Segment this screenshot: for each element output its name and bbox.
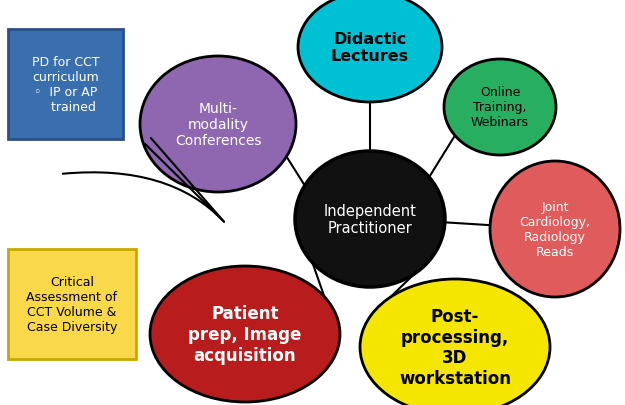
Text: Independent
Practitioner: Independent Practitioner bbox=[324, 203, 416, 236]
FancyBboxPatch shape bbox=[8, 30, 123, 140]
Ellipse shape bbox=[150, 266, 340, 402]
Text: Post-
processing,
3D
workstation: Post- processing, 3D workstation bbox=[399, 307, 511, 387]
Text: Didactic
Lectures: Didactic Lectures bbox=[331, 32, 409, 64]
Ellipse shape bbox=[360, 279, 550, 405]
Text: Joint
Cardiology,
Radiology
Reads: Joint Cardiology, Radiology Reads bbox=[519, 200, 591, 258]
Text: Multi-
modality
Conferences: Multi- modality Conferences bbox=[175, 102, 261, 148]
Ellipse shape bbox=[490, 162, 620, 297]
Ellipse shape bbox=[140, 57, 296, 192]
Ellipse shape bbox=[298, 0, 442, 103]
Ellipse shape bbox=[295, 151, 445, 287]
Ellipse shape bbox=[444, 60, 556, 156]
FancyBboxPatch shape bbox=[8, 249, 136, 359]
Text: PD for CCT
curriculum
◦  IP or AP
    trained: PD for CCT curriculum ◦ IP or AP trained bbox=[32, 56, 99, 114]
Text: Critical
Assessment of
CCT Volume &
Case Diversity: Critical Assessment of CCT Volume & Case… bbox=[26, 275, 118, 333]
Text: Patient
prep, Image
acquisition: Patient prep, Image acquisition bbox=[188, 305, 302, 364]
Text: Online
Training,
Webinars: Online Training, Webinars bbox=[471, 86, 529, 129]
